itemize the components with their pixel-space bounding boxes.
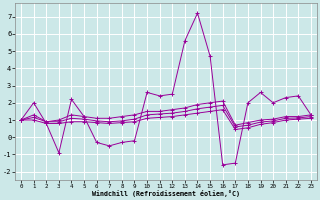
X-axis label: Windchill (Refroidissement éolien,°C): Windchill (Refroidissement éolien,°C): [92, 190, 240, 197]
